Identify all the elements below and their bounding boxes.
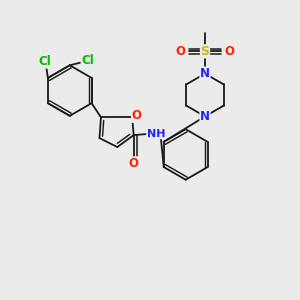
Text: O: O: [129, 157, 139, 170]
Text: Cl: Cl: [81, 54, 94, 67]
Text: O: O: [132, 109, 142, 122]
Text: Cl: Cl: [38, 55, 51, 68]
Text: N: N: [200, 110, 210, 123]
Text: O: O: [175, 45, 185, 58]
Text: O: O: [225, 45, 235, 58]
Text: NH: NH: [147, 129, 165, 139]
Text: S: S: [200, 45, 209, 58]
Text: N: N: [200, 67, 210, 80]
